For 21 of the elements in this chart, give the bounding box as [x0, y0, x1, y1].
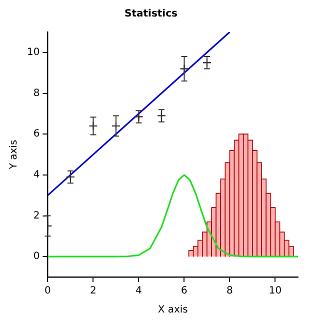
point: [156, 111, 166, 120]
point: [66, 172, 76, 182]
y-tick-label: 10: [26, 47, 40, 58]
x-tick-label: 8: [226, 286, 233, 297]
point: [180, 64, 189, 74]
point: [134, 112, 144, 122]
y-tick-label: 6: [33, 128, 40, 140]
y-tick-label: 0: [33, 251, 40, 262]
x-tick-label: 2: [90, 286, 96, 297]
chart-title: Statistics: [124, 8, 178, 20]
y-tick-label: 2: [33, 210, 40, 222]
y-tick-label: 4: [33, 170, 40, 181]
point: [88, 121, 98, 131]
x-tick-label: 6: [181, 286, 188, 297]
x-axis-title: X axis: [158, 304, 188, 316]
y-axis-title: Y axis: [8, 140, 20, 170]
x-tick-label: 10: [268, 286, 282, 297]
point: [202, 58, 212, 68]
x-tick-label: 4: [136, 286, 142, 297]
x-tick-label: 0: [44, 286, 51, 297]
y-tick-label: 8: [33, 88, 40, 99]
